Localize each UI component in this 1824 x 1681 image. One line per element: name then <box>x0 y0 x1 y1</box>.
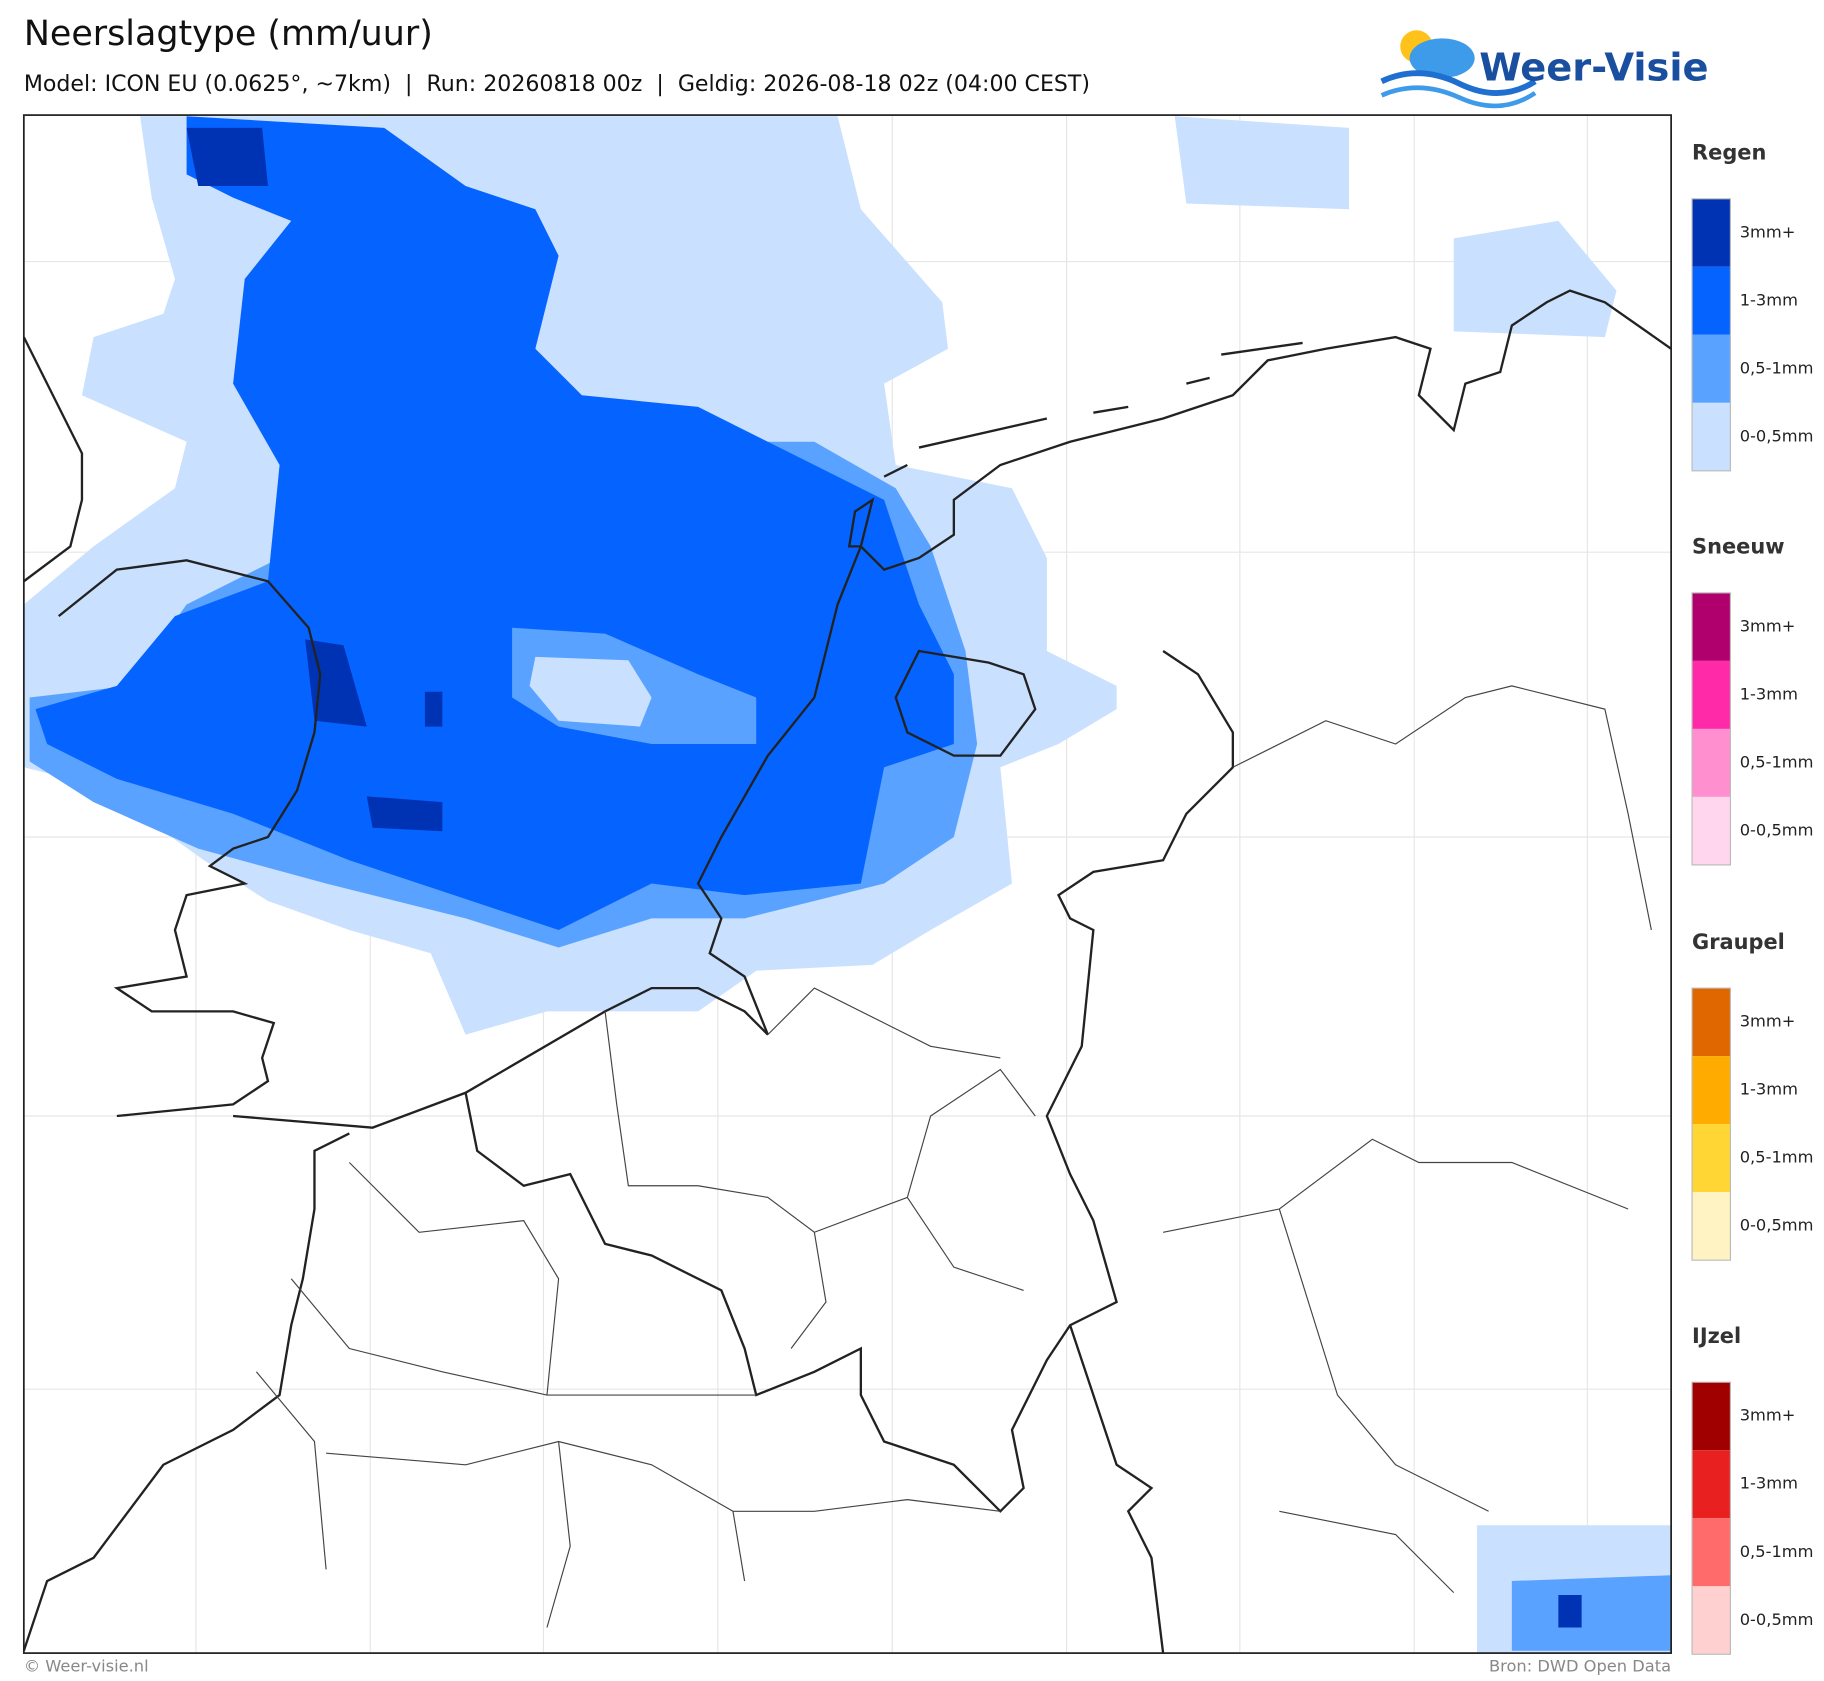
footer-credit: © Weer-visie.nl <box>24 1657 149 1676</box>
legend-label: 0-0,5mm <box>1740 820 1814 839</box>
legend-label: 3mm+ <box>1740 616 1796 635</box>
legend-swatch <box>1692 402 1731 471</box>
coastlines <box>23 289 1672 1652</box>
region-border <box>255 685 1652 1628</box>
legend-swatch <box>1692 592 1731 661</box>
legend-swatch <box>1692 1056 1731 1125</box>
legend-swatch <box>1692 1586 1731 1655</box>
legend-swatch <box>1692 796 1731 865</box>
legend-swatch <box>1692 728 1731 797</box>
legend: Regen 3mm+ 1-3mm 0,5-1mm 0-0,5mm Sneeuw 3mm+ 1-… <box>1691 140 1814 1655</box>
legend-label: 0,5-1mm <box>1740 1148 1814 1167</box>
logo-wave <box>1380 70 1537 96</box>
coastline <box>23 1132 350 1652</box>
legend-swatch <box>1692 334 1731 403</box>
legend-swatch <box>1692 1192 1731 1261</box>
legend-swatch-frame <box>1691 592 1731 866</box>
legend-swatch <box>1692 1124 1731 1193</box>
country-border <box>464 650 1235 1513</box>
country-border <box>1068 1324 1165 1654</box>
map-frame <box>22 114 1672 1654</box>
legend-swatch-frame <box>1691 198 1731 472</box>
legend-group-title: Graupel <box>1692 930 1785 954</box>
legend-label: 0,5-1mm <box>1740 358 1814 377</box>
logo-text: Weer-Visie <box>1479 45 1708 90</box>
rain-light <box>529 656 652 727</box>
legend-group-title: Sneeuw <box>1692 535 1785 559</box>
legend-label: 0,5-1mm <box>1740 1542 1814 1561</box>
legend-label: 0-0,5mm <box>1740 426 1814 445</box>
legend-swatch <box>1692 660 1731 729</box>
legend-label: 1-3mm <box>1740 1080 1798 1099</box>
legend-label: 0-0,5mm <box>1740 1610 1814 1629</box>
logo-cloud <box>1409 38 1475 78</box>
legend-label: 1-3mm <box>1740 290 1798 309</box>
legend-swatch <box>1692 1450 1731 1519</box>
legend-label: 1-3mm <box>1740 684 1798 703</box>
legend-swatch <box>1692 988 1731 1057</box>
legend-group-title: IJzel <box>1692 1324 1741 1348</box>
title: Neerslagtype (mm/uur) <box>24 14 433 54</box>
coastline <box>23 336 84 583</box>
footer-source: Bron: DWD Open Data <box>1489 1657 1671 1676</box>
legend-label: 3mm+ <box>1740 1012 1796 1031</box>
legend-swatch-frame <box>1691 1381 1731 1655</box>
legend-label: 0-0,5mm <box>1740 1216 1814 1235</box>
legend-swatch <box>1692 198 1731 267</box>
coastline <box>232 289 1672 1129</box>
legend-label: 1-3mm <box>1740 1474 1798 1493</box>
logo: Weer-Visie <box>1380 30 1708 109</box>
legend-swatch-frame <box>1691 987 1731 1261</box>
map <box>23 115 1672 1654</box>
legend-label: 3mm+ <box>1740 1406 1796 1425</box>
legend-swatch <box>1692 1382 1731 1451</box>
legend-swatch <box>1692 266 1731 335</box>
precipitation <box>23 116 1672 1654</box>
coastline <box>847 341 1303 757</box>
legend-group-title: Regen <box>1692 140 1766 164</box>
legend-swatch <box>1692 1518 1731 1587</box>
borders <box>255 650 1652 1654</box>
coastline <box>57 559 322 1118</box>
logo-wave <box>1380 85 1537 109</box>
subtitle: Model: ICON EU (0.0625°, ~7km) | Run: 20… <box>24 72 1090 97</box>
legend-label: 3mm+ <box>1740 222 1796 241</box>
legend-label: 0,5-1mm <box>1740 752 1814 771</box>
